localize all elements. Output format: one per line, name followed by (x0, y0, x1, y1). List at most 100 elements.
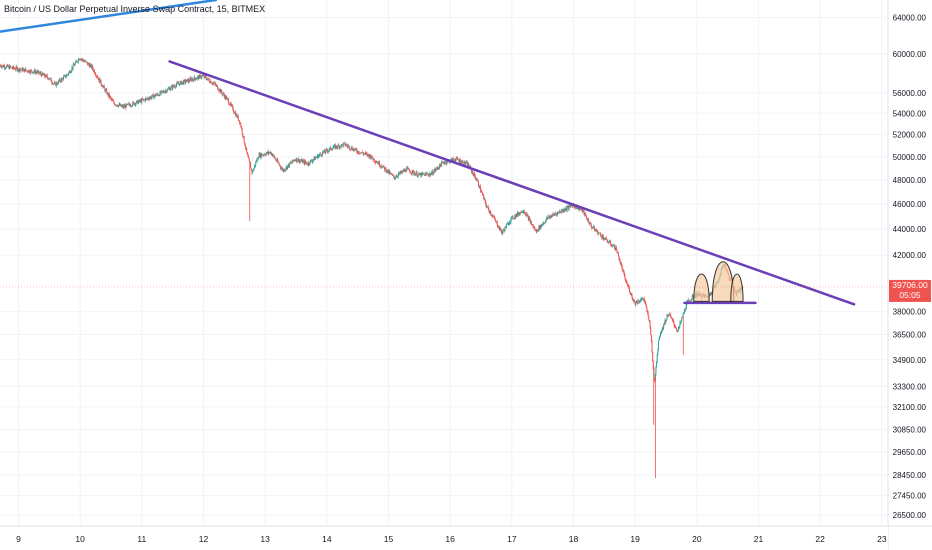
candle-body (622, 270, 624, 272)
candle-body (549, 216, 551, 218)
candle-body (272, 154, 274, 156)
candle-body (410, 172, 412, 174)
candle-body (683, 312, 685, 314)
candle-body (569, 205, 571, 206)
candle-body (586, 218, 588, 221)
candle-body (252, 171, 254, 173)
trendline-purple[interactable] (168, 60, 856, 306)
candle-body (265, 153, 267, 156)
candle-body (382, 166, 384, 168)
candle-body (554, 213, 556, 215)
candle-body (253, 168, 255, 171)
candle-body (198, 75, 200, 79)
candle-body (346, 144, 348, 146)
candle-body (444, 162, 446, 164)
candle-body (292, 159, 294, 161)
candle-body (336, 147, 338, 148)
candle-body (455, 157, 457, 160)
candle-body (617, 252, 619, 254)
candle-body (709, 294, 711, 295)
candle-body (511, 216, 513, 217)
candle-body (344, 142, 346, 146)
candle-body (457, 159, 459, 161)
candle-body (426, 173, 428, 175)
candle-body (185, 79, 187, 82)
candle-body (51, 82, 53, 84)
candle-body (349, 148, 351, 150)
candle-body (237, 116, 239, 121)
candle-body (100, 80, 102, 85)
candle-body (121, 105, 123, 107)
candle-body (321, 152, 323, 156)
candle-body (507, 222, 509, 225)
candle-body (147, 98, 149, 99)
candle-body (146, 98, 148, 99)
candle-body (601, 235, 603, 238)
pattern-shoulder[interactable] (693, 273, 710, 302)
candle-body (670, 315, 672, 318)
candle-body (101, 85, 103, 88)
candle-body (372, 158, 374, 160)
candle-body (534, 227, 536, 231)
candle-body (114, 103, 116, 105)
trend-lines[interactable] (0, 0, 856, 306)
candle-body (129, 104, 131, 107)
candle-body (290, 162, 292, 164)
candle-body (212, 83, 214, 84)
candle-body (435, 169, 437, 171)
candle-body (621, 263, 623, 267)
candle-body (371, 155, 373, 159)
price-tag-box (889, 279, 931, 302)
candle-body (306, 162, 308, 165)
candle-body (550, 215, 552, 218)
candle-body (8, 66, 10, 69)
candle-body (277, 159, 279, 163)
candle-body (445, 161, 447, 164)
candle-body (309, 160, 311, 165)
candle-body (535, 229, 537, 232)
trendline-blue[interactable] (0, 0, 218, 33)
candle-body (165, 90, 167, 92)
candle-body (616, 250, 618, 254)
candle-body (562, 209, 564, 211)
candle-body (667, 315, 669, 316)
candle-body (601, 236, 603, 238)
candle-body (261, 154, 263, 156)
candle-body (153, 96, 155, 99)
candle-body (259, 153, 261, 158)
candle-body (676, 328, 678, 331)
candle-body (179, 82, 181, 86)
candle-body (246, 148, 248, 153)
candle-body (634, 302, 636, 305)
candle-body (247, 154, 249, 158)
candle-body (9, 65, 11, 68)
candle-body (18, 68, 20, 72)
candle-body (298, 159, 300, 163)
candle-body (177, 82, 179, 84)
candle-body (571, 205, 573, 208)
price-axis[interactable] (888, 0, 932, 526)
candle-body (91, 65, 93, 68)
candle-body (268, 151, 270, 154)
candle-body (604, 238, 606, 240)
pattern-shoulder[interactable] (730, 273, 744, 302)
candle-body (317, 155, 319, 158)
candle-body (0, 66, 2, 68)
candle-body (165, 90, 167, 93)
candle-body (40, 74, 42, 77)
triple-top-pattern[interactable] (693, 261, 744, 302)
candle-body (376, 162, 378, 163)
candle-body (117, 105, 119, 107)
candle-body (588, 219, 590, 223)
candle-body (252, 170, 254, 172)
candle-body (559, 211, 561, 213)
candle-body (12, 66, 14, 69)
candle-body (597, 230, 599, 234)
candle-body (180, 81, 182, 83)
candle-body (623, 270, 625, 273)
candle-body (522, 212, 524, 213)
candle-body (70, 70, 72, 73)
time-axis[interactable] (0, 526, 888, 550)
candle-body (347, 145, 349, 147)
candle-body (184, 80, 186, 83)
